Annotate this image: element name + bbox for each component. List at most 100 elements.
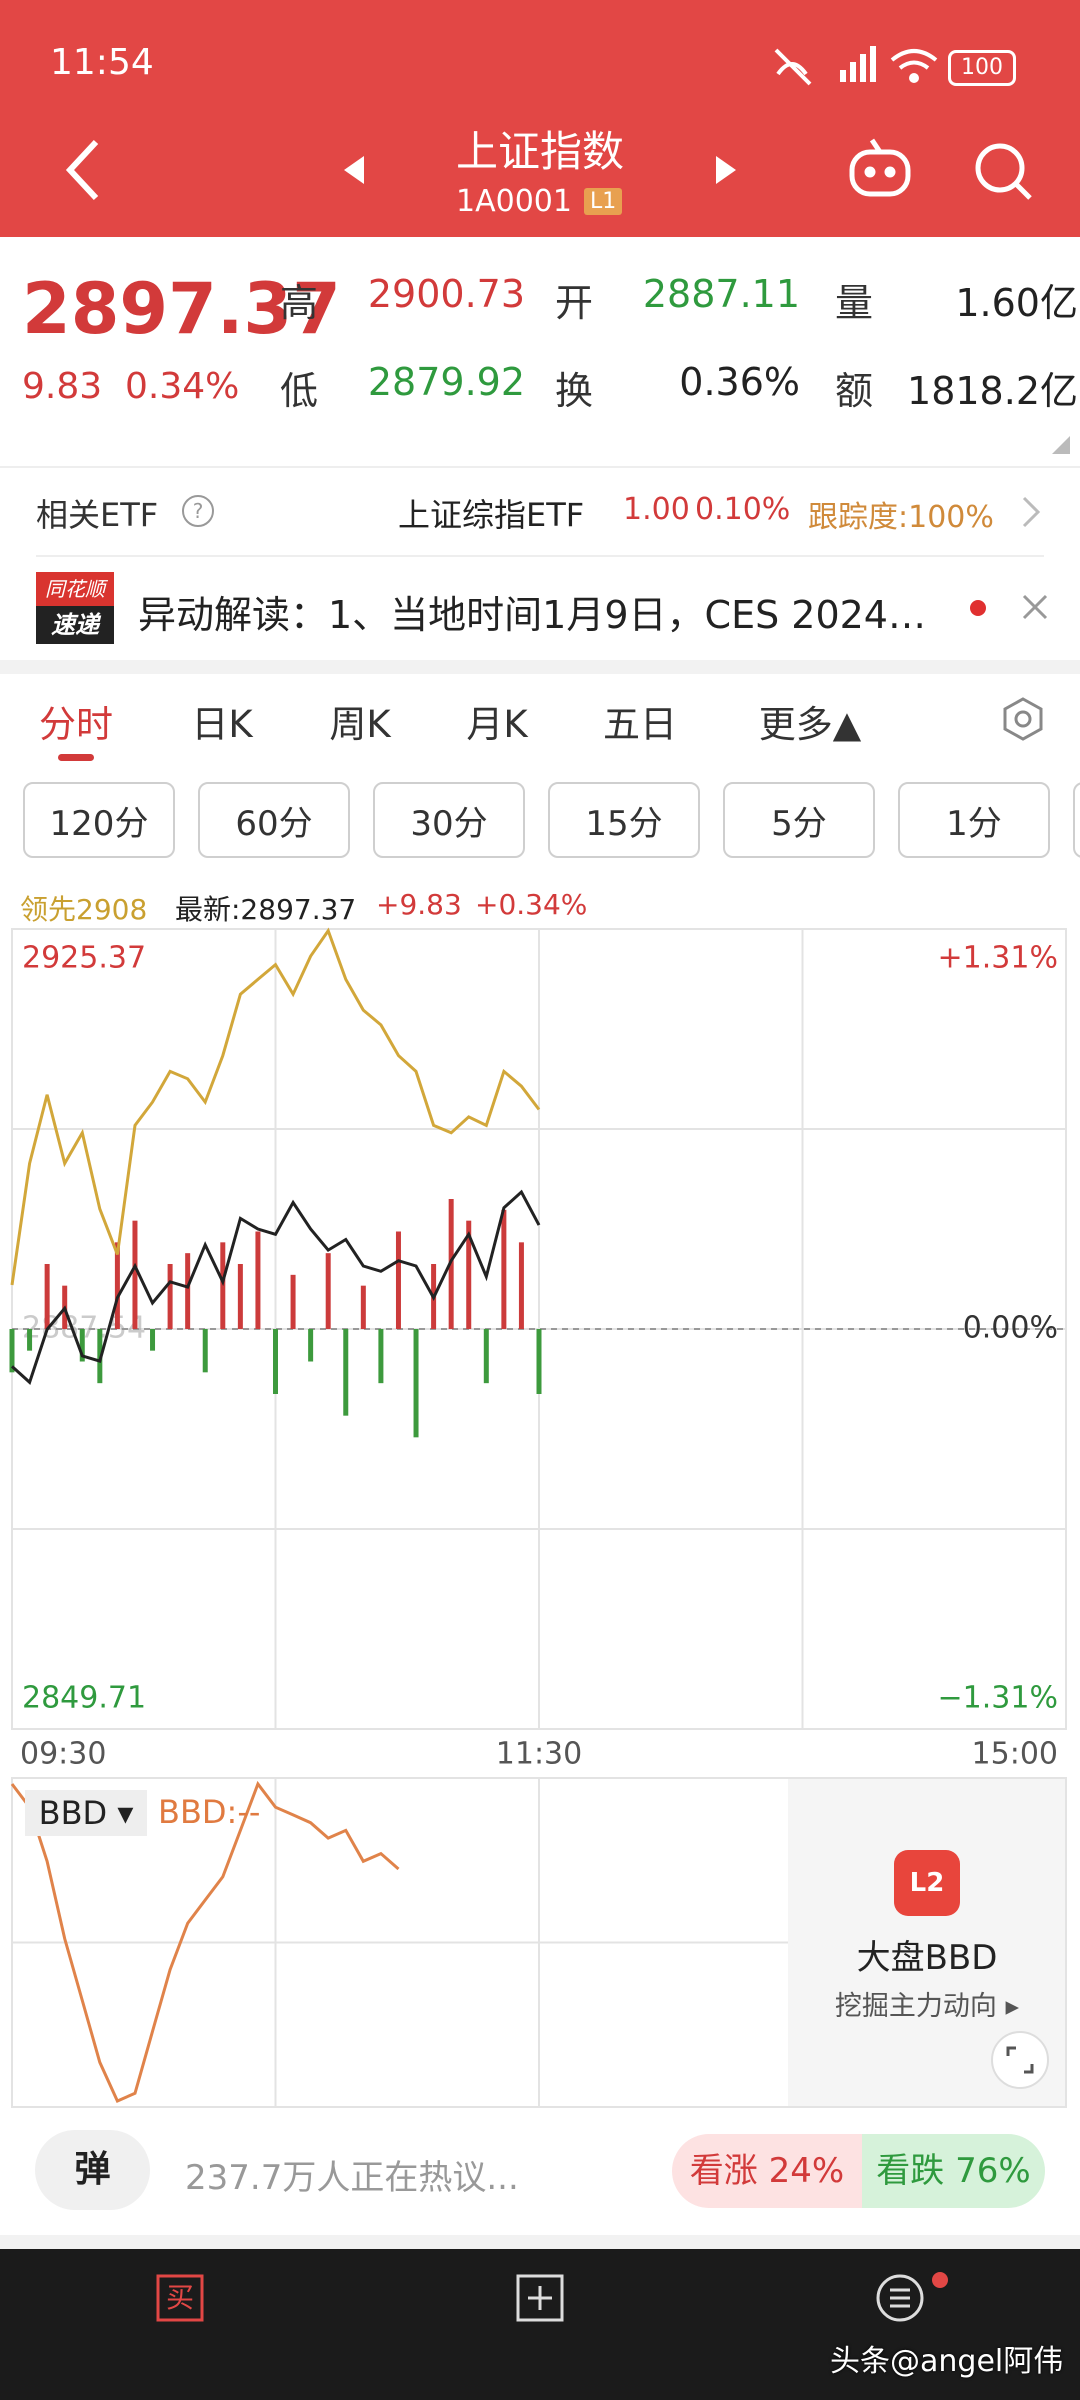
bottom-nav [0,2249,1080,2400]
y2-tick-label: −1.31% [938,1681,1058,1716]
tab[interactable]: 月K [466,703,528,746]
level-badge: L1 [584,188,623,215]
volume-bar [431,1264,437,1329]
close-button[interactable] [1020,592,1050,622]
volume-bar [150,1329,156,1351]
divider [0,466,1080,468]
volume-bar [114,1242,120,1329]
stat-label: 换 [555,369,594,413]
period-button[interactable]: 15分 [548,782,700,858]
volume-bar [343,1329,349,1416]
chart-frame [11,928,1067,1730]
y2-tick-label: 0.00% [963,1311,1058,1346]
nav-icons: 买 [156,2272,948,2322]
volume-bar [62,1285,68,1329]
period-button-partial[interactable] [1073,782,1080,858]
tab[interactable]: 周K [329,703,391,746]
y-tick-label: 2849.71 [22,1681,146,1716]
gap [0,660,1080,674]
stat-value: 2887.11 [642,272,800,316]
header-icons[interactable] [0,120,1080,230]
stat-label: 低 [280,369,319,413]
svg-text:买: 买 [166,2281,194,2314]
unread-dot [970,600,986,616]
price-line [10,927,541,1286]
volume-bar [185,1253,191,1329]
volume-bar [413,1329,419,1438]
volume-bar [378,1329,384,1384]
price-line [10,1189,541,1385]
status-time: 11:54 [50,42,154,83]
etf-label: 相关ETF [36,496,159,534]
legend-leading: 领先2908 [20,893,148,926]
status-icons [774,46,938,86]
y-tick-label: 2925.37 [22,941,146,976]
change-pct: 0.34% [125,366,240,407]
search-button[interactable] [975,143,1032,200]
volume-bar [360,1285,366,1329]
volume-bar [308,1329,314,1362]
prev-button[interactable] [344,156,364,184]
news-text[interactable]: 异动解读：1、当地时间1月9日，CES 2024… [138,593,926,637]
bbd-selector[interactable]: BBD ▾ [25,1790,147,1836]
tab[interactable]: 日K [191,703,253,746]
bbd-promo-sub: 挖掘主力动向 ▸ [834,1991,1020,2022]
logo-top: 同花顺 [36,572,114,606]
logo-bottom: 速递 [51,611,99,639]
divider [36,555,1044,557]
y2-tick-label: +1.31% [938,941,1058,976]
settings-button[interactable] [1000,696,1046,742]
discussion-text[interactable]: 237.7万人正在热议... [185,2158,519,2198]
stat-label: 额 [835,369,874,413]
volume-bar [97,1329,103,1384]
stat-value: 1818.2亿 [907,369,1078,413]
volume-bar [466,1220,472,1329]
fullscreen-button[interactable] [990,2030,1050,2090]
bbd-icon: L2 [894,1850,960,1916]
back-button[interactable] [65,139,99,201]
stat-label: 量 [835,281,874,325]
tab-indicator [58,754,94,761]
bearish-button[interactable]: 看跌 76% [862,2134,1045,2208]
period-button[interactable]: 1分 [898,782,1050,858]
etf-name[interactable]: 上证综指ETF [398,496,585,534]
stat-value: 0.36% [679,360,800,404]
gap [0,2235,1080,2249]
period-button[interactable]: 60分 [198,782,350,858]
legend-pct: +0.34% [475,888,588,921]
y-tick-label: 2887.54 [22,1311,146,1346]
period-button[interactable]: 5分 [723,782,875,858]
etf-tracking: 跟踪度:100% [808,500,994,535]
battery: 100 [948,50,1016,86]
etf-chevron[interactable] [1020,494,1044,530]
stat-value: 1.60亿 [955,281,1078,325]
tab[interactable]: 更多▲ [758,703,862,746]
bullish-button[interactable]: 看涨 24% [672,2134,862,2208]
volume-bar [395,1231,401,1329]
help-icon[interactable]: ? [182,495,214,527]
volume-bar [167,1264,173,1329]
volume-bar [536,1329,542,1394]
bbd-promo-title: 大盘BBD [856,1938,998,1978]
x-tick-label: 11:30 [496,1737,582,1772]
etf-price: 1.00 [623,492,690,527]
expand-corner[interactable] [1050,434,1072,456]
volume-bar [237,1264,243,1329]
volume-bar [483,1329,489,1384]
robot-button[interactable] [849,138,911,197]
change: 9.83 [22,366,103,407]
news-logo: 同花顺 速递 [36,572,114,644]
next-button[interactable] [716,156,736,184]
tab[interactable]: 五日 [603,703,677,746]
stat-label: 开 [555,281,594,325]
volume-bar [448,1199,454,1329]
stat-label: 高 [280,281,319,325]
period-button[interactable]: 120分 [23,782,175,858]
volume-bar [290,1274,296,1329]
tab[interactable]: 分时 [39,703,113,746]
period-button[interactable]: 30分 [373,782,525,858]
volume-bar [518,1242,524,1329]
legend-latest: 最新:2897.37 [175,893,357,926]
danmaku-button[interactable]: 弹 [35,2130,150,2210]
